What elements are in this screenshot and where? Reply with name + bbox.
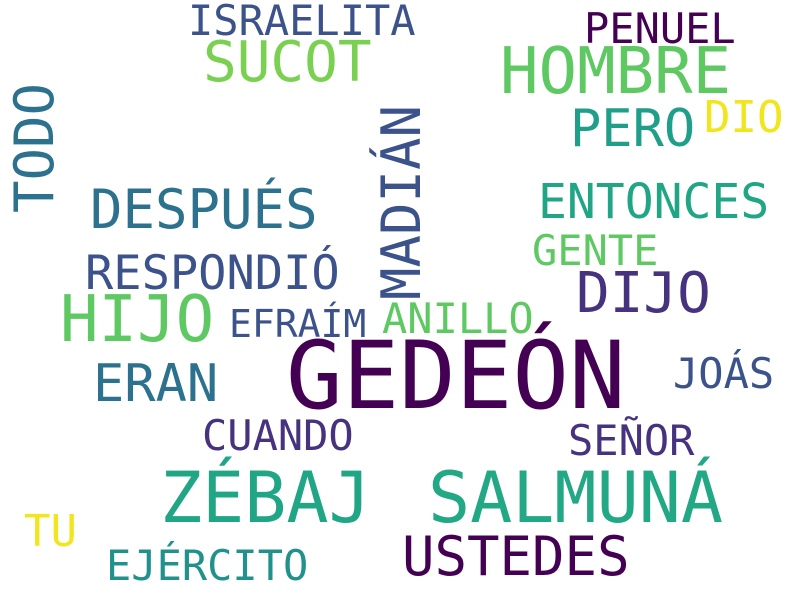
word-entonces: ENTONCES — [538, 174, 770, 230]
word-efraim: EFRAÍM — [229, 302, 367, 346]
word-despues: DESPUÉS — [90, 178, 318, 241]
word-israelita: ISRAELITA — [188, 0, 416, 45]
word-gente: GENTE — [532, 226, 659, 275]
word-senor: SEÑOR — [568, 416, 695, 465]
word-cuando: CUANDO — [202, 411, 354, 460]
word-ustedes: USTEDES — [402, 525, 630, 588]
word-respondio: RESPONDIÓ — [85, 246, 340, 301]
word-joas: JOÁS — [673, 349, 775, 398]
word-anillo: ANILLO — [382, 294, 534, 343]
word-ejercito: EJÉRCITO — [106, 541, 309, 590]
word-dio: DIO — [704, 92, 784, 143]
word-penuel: PENUEL — [584, 4, 736, 53]
word-dijo: DIJO — [576, 261, 711, 326]
word-hijo: HIJO — [60, 283, 215, 357]
word-zebaj: ZÉBAJ — [160, 457, 371, 539]
word-pero: PERO — [570, 99, 696, 159]
word-madian: MADIÁN — [370, 104, 433, 300]
word-tu: TU — [24, 506, 77, 557]
word-todo: TODO — [3, 82, 66, 213]
word-gedeon: GEDEÓN — [286, 322, 626, 431]
word-eran: ERAN — [93, 354, 219, 414]
word-sucot: SUCOT — [203, 30, 372, 95]
word-salmuna: SALMUNÁ — [428, 457, 724, 539]
word-hombre: HOMBRE — [500, 35, 732, 109]
